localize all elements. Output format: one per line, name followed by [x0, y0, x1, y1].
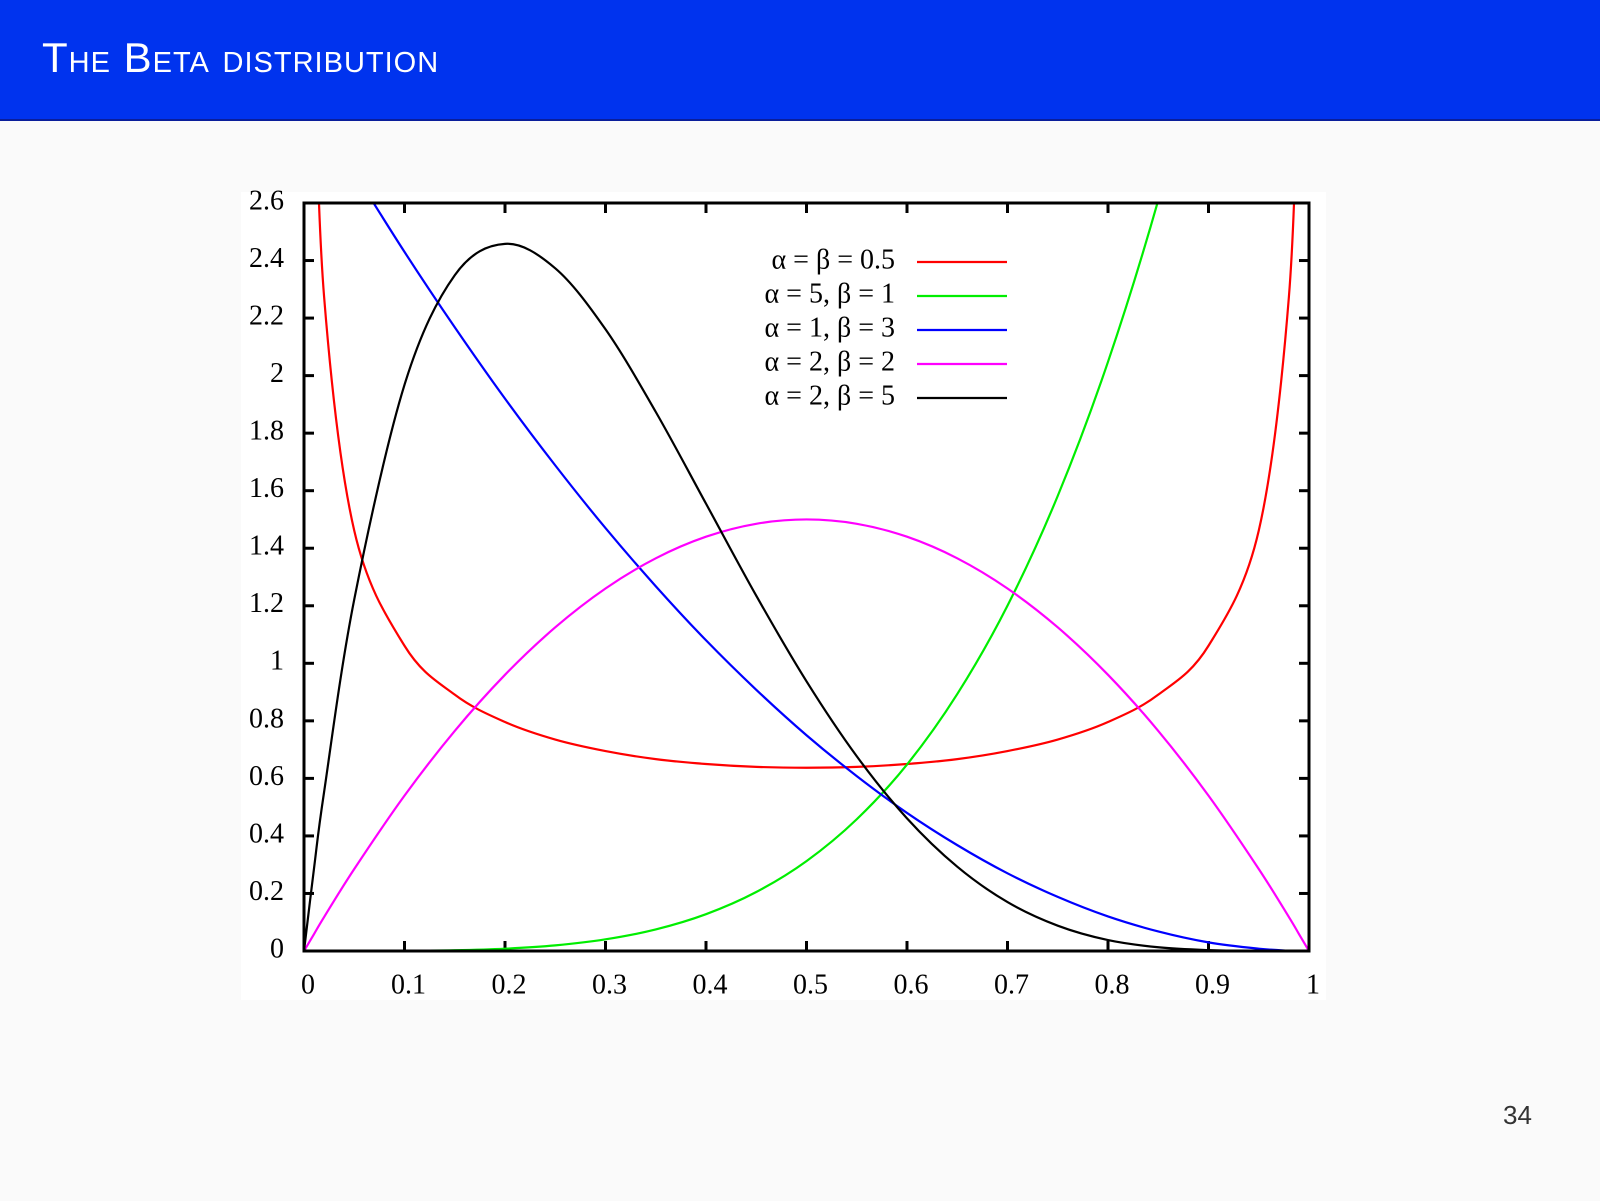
- x-tick-label: 0: [301, 969, 315, 1000]
- y-tick-label: 1.4: [249, 531, 284, 562]
- slide-title: The Beta distribution: [42, 34, 440, 81]
- y-tick-label: 1.2: [249, 588, 284, 619]
- y-tick-label: 0.6: [249, 761, 284, 792]
- y-tick-label: 0: [270, 933, 284, 964]
- x-tick-label: 0.7: [994, 969, 1029, 1000]
- y-tick-label: 2.6: [249, 185, 284, 216]
- line-series: [304, 242, 1309, 951]
- x-tick-label: 0.4: [693, 969, 728, 1000]
- x-tick-label: 0.1: [391, 969, 426, 1000]
- header: The Beta distribution: [0, 0, 1600, 121]
- legend-label: α = 5, β = 1: [765, 278, 896, 309]
- chart-background: [241, 192, 1326, 1000]
- x-tick-label: 0.3: [592, 969, 627, 1000]
- line-series: [317, 203, 1296, 769]
- y-tick-label: 1.6: [249, 473, 284, 504]
- legend-label: α = 1, β = 3: [765, 312, 896, 343]
- x-tick-label: 0.2: [492, 969, 527, 1000]
- line-series: [372, 203, 1309, 951]
- legend-label: α = β = 0.5: [772, 244, 896, 275]
- x-tick-label: 1: [1306, 969, 1320, 1000]
- y-tick-label: 1.8: [249, 416, 284, 447]
- legend-label: α = 2, β = 2: [765, 346, 896, 377]
- page-number: 34: [1503, 1100, 1532, 1130]
- y-tick-label: 2: [270, 358, 284, 389]
- y-tick-label: 2.2: [249, 300, 284, 331]
- x-tick-label: 0.9: [1195, 969, 1230, 1000]
- x-tick-label: 0.6: [894, 969, 929, 1000]
- line-series: [304, 518, 1309, 951]
- plot-frame: [302, 201, 1311, 953]
- y-tick-label: 0.4: [249, 818, 284, 849]
- x-tick-label: 0.8: [1095, 969, 1130, 1000]
- legend-label: α = 2, β = 5: [765, 380, 896, 411]
- y-tick-label: 1: [270, 646, 284, 677]
- y-tick-label: 0.2: [249, 876, 284, 907]
- x-tick-label: 0.5: [793, 969, 828, 1000]
- y-tick-label: 0.8: [249, 703, 284, 734]
- y-tick-label: 2.4: [249, 243, 284, 274]
